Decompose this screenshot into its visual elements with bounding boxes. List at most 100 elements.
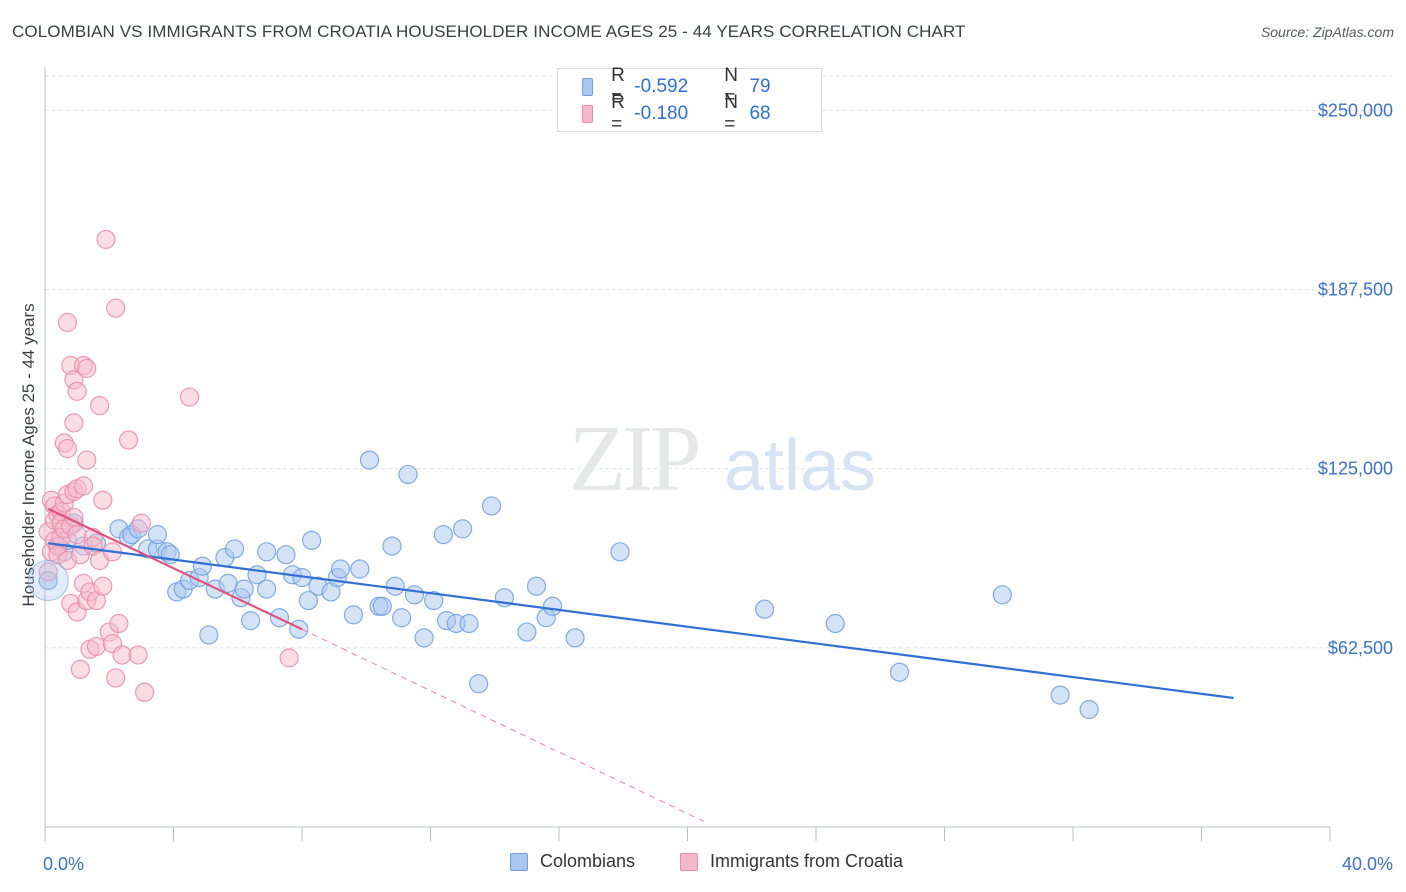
colombians-point xyxy=(398,464,418,485)
croatia-point xyxy=(106,298,126,318)
colombians-point xyxy=(610,542,630,562)
colombians-point xyxy=(298,590,319,611)
croatia-point xyxy=(57,312,78,333)
croatia-point xyxy=(77,450,97,470)
n-value: 79 xyxy=(749,76,771,97)
colombians-point xyxy=(330,559,351,579)
croatia-point xyxy=(86,636,107,657)
colombians-point xyxy=(542,596,563,616)
croatia-point xyxy=(64,413,84,433)
croatia-legend-label: Immigrants from Croatia xyxy=(710,851,904,871)
croatia-point xyxy=(67,525,87,545)
y-axis-title: Householder Income Ages 25 - 44 years xyxy=(19,303,38,606)
colombians-trend-line xyxy=(48,542,1234,700)
colombians-point xyxy=(469,674,489,694)
colombians-point xyxy=(526,576,547,596)
croatia-point xyxy=(179,387,200,407)
colombians-point xyxy=(481,496,502,516)
n-label: N = xyxy=(724,65,739,108)
stats-legend-row-colombians: R = -0.592 N = 79 xyxy=(582,65,823,108)
chart-title: COLOMBIAN VS IMMIGRANTS FROM CROATIA HOU… xyxy=(12,22,966,41)
watermark: ZIP atlas xyxy=(569,407,877,511)
colombians-point xyxy=(565,628,585,648)
croatia-trend-line xyxy=(47,507,303,631)
colombians-point xyxy=(343,605,363,625)
croatia-point xyxy=(128,645,148,665)
colombians-point xyxy=(218,573,238,593)
n-value: 68 xyxy=(749,103,771,124)
croatia-point xyxy=(93,490,113,510)
colombians-swatch xyxy=(582,78,594,96)
croatia-point xyxy=(96,229,116,249)
colombians-point xyxy=(459,613,479,634)
source-label: Source: ZipAtlas.com xyxy=(1260,24,1394,40)
colombians-point xyxy=(1079,699,1099,720)
colombians-point xyxy=(276,545,296,565)
colombians-point xyxy=(289,619,309,639)
croatia-point xyxy=(77,358,97,378)
colombians-point xyxy=(453,519,473,539)
y-tick-label: $187,500 xyxy=(1318,280,1393,300)
colombians-point xyxy=(372,596,392,616)
colombians-point xyxy=(433,525,453,545)
colombians-point xyxy=(1050,685,1070,705)
croatia-point xyxy=(112,645,132,665)
croatia-point xyxy=(131,513,151,533)
n-label: N = xyxy=(724,92,739,135)
colombians-legend-label: Colombians xyxy=(540,851,636,871)
croatia-point xyxy=(73,476,94,496)
stats-legend-row-croatia: R = -0.180 N = 68 xyxy=(582,92,823,135)
croatia-point xyxy=(90,396,110,416)
colombians-point xyxy=(404,585,425,605)
data-points xyxy=(27,229,1099,720)
y-tick-label: $62,500 xyxy=(1328,638,1393,658)
colombians-point xyxy=(234,579,254,599)
croatia-point xyxy=(118,430,139,450)
colombians-point xyxy=(350,559,370,579)
croatia-point xyxy=(57,439,78,459)
croatia-point xyxy=(93,576,113,596)
x-tick-label: 0.0% xyxy=(43,854,84,874)
croatia-point xyxy=(106,668,126,688)
legend-item-croatia[interactable]: Immigrants from Croatia xyxy=(680,851,903,872)
colombians-point xyxy=(825,613,845,634)
colombians-point xyxy=(385,576,405,596)
croatia-trend-extrapolation xyxy=(301,628,704,822)
colombians-point xyxy=(192,556,213,576)
watermark-zip: ZIP xyxy=(569,407,699,511)
y-axis-title-group: Householder Income Ages 25 - 44 years xyxy=(19,303,38,606)
axes: $62,500 $125,000 $187,500 $250,000 0.0% 40.0% xyxy=(43,67,1393,874)
colombians-point xyxy=(241,611,261,631)
colombians-point xyxy=(382,536,402,556)
colombians-point xyxy=(257,579,277,599)
trend-lines xyxy=(47,507,1234,822)
croatia-point xyxy=(279,648,299,668)
croatia-point xyxy=(38,562,58,582)
colombians-point xyxy=(257,542,277,562)
colombians-point xyxy=(147,525,168,545)
watermark-atlas: atlas xyxy=(724,426,876,506)
croatia-swatch xyxy=(582,105,594,123)
croatia-point xyxy=(134,682,155,702)
colombians-legend-swatch xyxy=(510,852,528,871)
colombians-point xyxy=(224,539,245,559)
r-label: R = xyxy=(611,92,625,135)
colombians-point xyxy=(992,585,1012,605)
colombians-point xyxy=(391,608,412,628)
y-tick-label: $125,000 xyxy=(1318,459,1393,479)
x-tick-label: 40.0% xyxy=(1342,854,1393,874)
colombians-point xyxy=(424,590,444,611)
r-value: -0.180 xyxy=(634,103,689,124)
r-label: R = xyxy=(611,65,625,108)
y-tick-label: $250,000 xyxy=(1318,100,1393,120)
stats-legend: R = -0.592 N = 79 R = -0.180 N = 68 xyxy=(557,65,823,135)
colombians-point xyxy=(359,450,380,470)
legend-item-colombians[interactable]: Colombians xyxy=(510,851,635,872)
croatia-point xyxy=(67,381,87,401)
colombians-point xyxy=(754,599,775,619)
croatia-point xyxy=(70,659,90,679)
colombians-point xyxy=(889,662,910,682)
colombians-point xyxy=(414,628,434,648)
colombians-point xyxy=(199,625,219,645)
